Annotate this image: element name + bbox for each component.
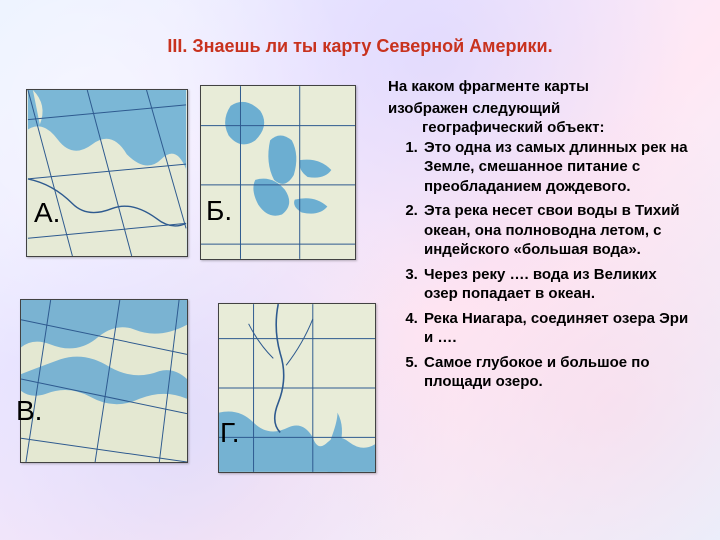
map-a-svg: [27, 90, 187, 256]
slide: III. Знаешь ли ты карту Северной Америки…: [0, 0, 720, 540]
content-area: А. Б.: [0, 67, 720, 497]
question-item: Через реку …. вода из Великих озер попад…: [422, 265, 692, 304]
map-label-g: Г.: [220, 417, 240, 449]
maps-panel: А. Б.: [20, 77, 380, 497]
slide-title: III. Знаешь ли ты карту Северной Америки…: [0, 0, 720, 67]
map-label-b: Б.: [206, 195, 232, 227]
question-item: Самое глубокое и большое по площади озер…: [422, 353, 692, 392]
text-column: На каком фрагменте карты изображен следу…: [380, 77, 692, 497]
map-label-v: В.: [16, 395, 42, 427]
map-g-svg: [219, 304, 375, 472]
map-fragment-g: [218, 303, 376, 473]
map-b-svg: [201, 86, 355, 259]
question-item: Это одна из самых длинных рек на Земле, …: [422, 138, 692, 197]
map-fragment-v: [20, 299, 188, 463]
question-item: Река Ниагара, соединяет озера Эри и ….: [422, 309, 692, 348]
question-list: Это одна из самых длинных рек на Земле, …: [400, 138, 692, 392]
map-fragment-b: [200, 85, 356, 260]
map-label-a: А.: [34, 197, 60, 229]
question-item: Эта река несет свои воды в Тихий океан, …: [422, 201, 692, 260]
map-fragment-a: [26, 89, 188, 257]
intro-line-2-wrap: изображен следующийгеографический объект…: [388, 99, 692, 138]
map-v-svg: [21, 300, 187, 462]
intro-line-1: На каком фрагменте карты: [388, 77, 692, 97]
intro-line-2: изображен следующийгеографический объект…: [388, 99, 692, 138]
